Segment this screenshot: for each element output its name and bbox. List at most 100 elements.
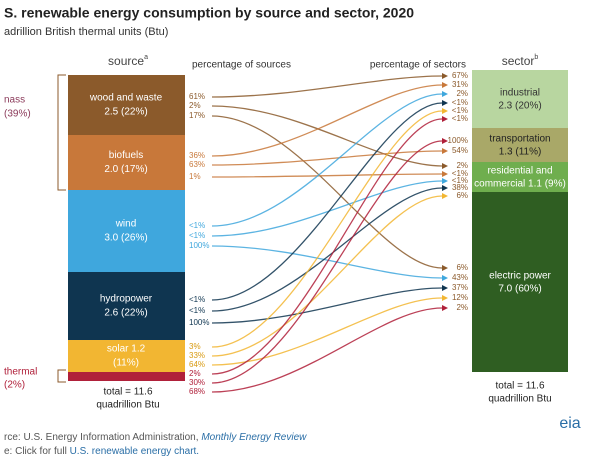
flow-line [211,110,443,348]
source-heading: sourcea [108,54,148,68]
sector-value: 7.0 (60%) [498,284,541,295]
flow-line [211,307,443,393]
source-percent: 61% [189,92,205,101]
source-percent: 33% [189,351,205,360]
source-percent: 68% [189,387,205,396]
flow-line [211,297,443,366]
arrow [442,295,448,301]
arrow [442,285,448,291]
arrow [442,275,448,281]
sector-percent: <1% [452,176,468,185]
left-caption: percentage of sources [192,60,291,71]
sector-percent: <1% [452,114,468,123]
heading-text: sector [502,54,535,68]
flow-line [211,118,443,375]
sector-percent: <1% [452,169,468,178]
sector-box [472,70,568,128]
arrow [442,185,448,191]
sector-percent: 2% [456,89,468,98]
sector-name: industrial [500,88,540,99]
arrow [442,148,448,154]
total-unit: quadrillion Btu [488,394,551,405]
flow-line [211,105,443,167]
group-share: (2%) [4,380,25,391]
logo: eia [559,415,580,432]
sector-percent: 31% [452,80,468,89]
source-box [68,372,185,381]
footer-link[interactable]: Monthly Energy Review [201,432,307,443]
heading-text: source [108,54,144,68]
source-name: solar 1.2 [107,344,146,355]
total-unit: quadrillion Btu [96,400,159,411]
source-percent: <1% [189,221,205,230]
sector-value: 1.3 (11%) [499,147,542,158]
source-name: hydropower [100,294,153,305]
arrow [442,108,448,114]
flow-line [211,180,443,237]
source-box [68,272,185,340]
arrow [442,171,448,177]
right-caption: percentage of sectors [370,60,466,71]
sector-value: commercial 1.1 (9%) [474,179,566,190]
arrow [442,163,448,169]
sector-percent: 67% [452,71,468,80]
arrow [442,116,448,122]
arrow [442,100,448,106]
source-percent: 64% [189,360,205,369]
source-box [68,340,185,372]
subtitle: adrillion British thermal units (Btu) [4,26,168,38]
footer-link[interactable]: U.S. renewable energy chart. [70,446,200,457]
source-value: 2.6 (22%) [104,308,147,319]
sector-name: electric power [489,271,551,282]
source-percent: <1% [189,295,205,304]
arrow [442,178,448,184]
footer-text: rce: U.S. Energy Information Administrat… [4,432,201,443]
sector-value: 2.3 (20%) [498,101,541,112]
sector-percent: 37% [452,283,468,292]
source-percent: 2% [189,101,201,110]
footer-text: e: Click for full [4,446,70,457]
bracket [57,74,66,383]
source-percent: 17% [189,111,205,120]
source-percent: 2% [189,369,201,378]
flow-line [211,187,443,312]
source-value: (11%) [113,358,139,369]
sector-percent: 43% [452,273,468,282]
sector-percent: 38% [452,183,468,192]
source-percent: 100% [189,241,209,250]
arrow [442,193,448,199]
source-value: 2.0 (17%) [104,164,147,175]
source-percent: 100% [189,318,209,327]
source-box [68,75,185,135]
sector-percent: 6% [456,263,468,272]
arrow [442,265,448,271]
arrow [442,305,448,311]
source-name: wind [115,219,137,230]
flow-line [211,173,443,178]
sector-percent: 12% [452,293,468,302]
source-percent: 63% [189,160,205,169]
group-label: nass [4,95,25,106]
sector-box [472,192,568,372]
sector-heading: sectorb [502,54,539,68]
sector-name: residential and [487,166,552,177]
sector-name: transportation [489,134,550,145]
flow-line [211,195,443,357]
source-percent: <1% [189,306,205,315]
heading-sup: a [144,54,148,61]
flow-line [211,102,443,301]
source-value: 2.5 (22%) [104,107,147,118]
source-value: 3.0 (26%) [104,233,147,244]
source-name: wood and waste [89,93,163,104]
source-name: biofuels [109,150,143,161]
footer-source: rce: U.S. Energy Information Administrat… [4,432,307,443]
sector-percent: 2% [456,161,468,170]
group-label: thermal [4,367,37,378]
sector-percent: 2% [456,303,468,312]
source-percent: 30% [189,378,205,387]
flow-line [211,140,443,384]
flow-line [211,115,443,269]
sector-box [472,162,568,192]
source-percent: 3% [189,342,201,351]
total: total = 11.6 [103,387,152,398]
